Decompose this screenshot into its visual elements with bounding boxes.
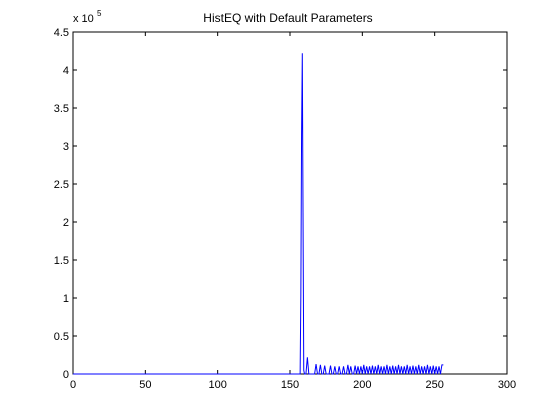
y-tick-label: 1.5 xyxy=(54,255,69,267)
y-tick-label: 4 xyxy=(63,65,69,77)
x-tick-label: 300 xyxy=(498,379,516,391)
chart-title: HistEQ with Default Parameters xyxy=(203,11,372,25)
y-tick-label: 3 xyxy=(63,141,69,153)
x-tick-label: 0 xyxy=(70,379,76,391)
y-tick-label: 3.5 xyxy=(54,103,69,115)
x-tick-label: 50 xyxy=(139,379,151,391)
x-tick-label: 150 xyxy=(281,379,299,391)
x-tick-label: 250 xyxy=(425,379,443,391)
y-multiplier-exponent: 5 xyxy=(97,9,102,18)
x-tick-label: 200 xyxy=(353,379,371,391)
y-tick-label: 0.5 xyxy=(54,331,69,343)
series-line xyxy=(73,53,444,375)
x-tick-label: 100 xyxy=(208,379,226,391)
y-tick-label: 2 xyxy=(63,217,69,229)
y-multiplier-base: x 10 xyxy=(73,13,94,25)
axes-box xyxy=(72,31,508,375)
y-tick-label: 4.5 xyxy=(54,27,69,39)
y-tick-label: 2.5 xyxy=(54,179,69,191)
y-tick-label: 0 xyxy=(63,369,69,381)
y-tick-label: 1 xyxy=(63,293,69,305)
